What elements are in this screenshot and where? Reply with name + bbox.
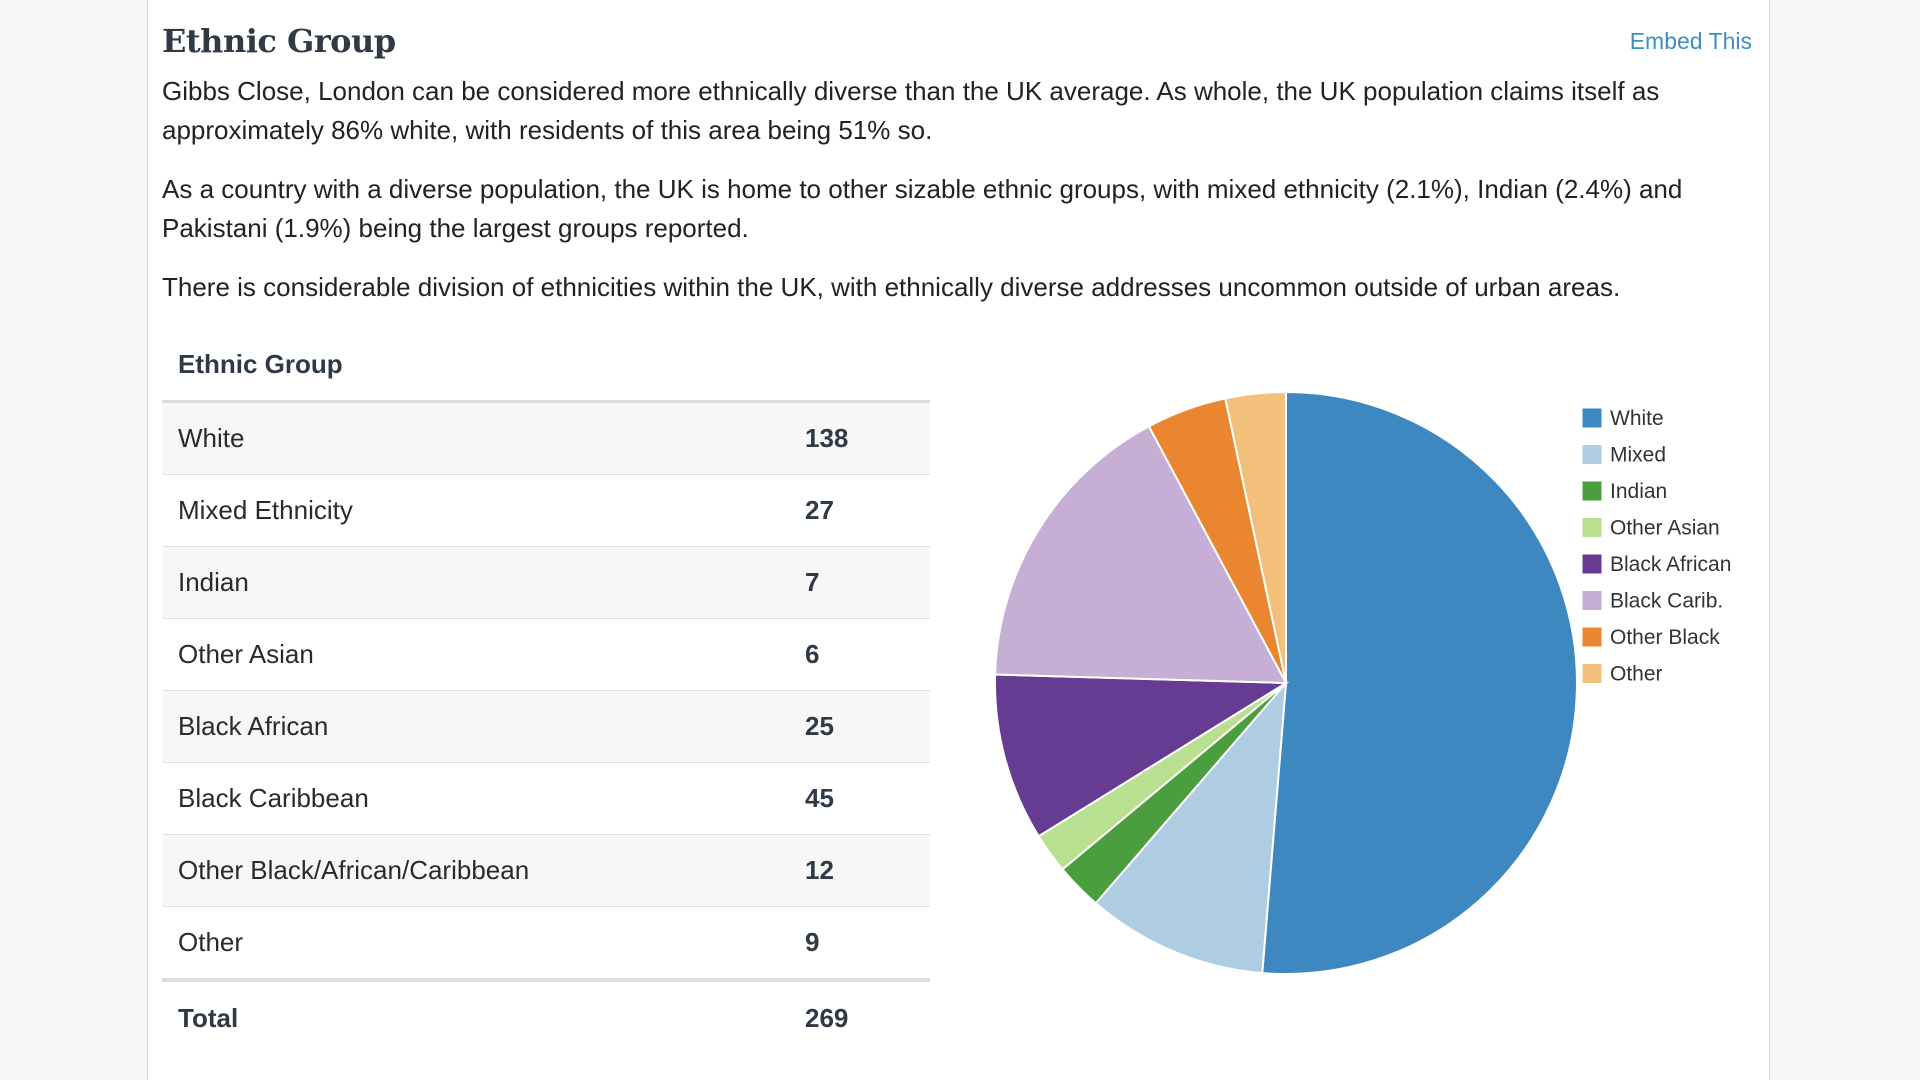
legend-swatch (1581, 517, 1603, 538)
legend-item: Other (1581, 663, 1663, 686)
table-row: Black African 25 (162, 691, 930, 763)
row-label: White (178, 423, 245, 453)
legend-swatch (1581, 444, 1603, 465)
row-value: 6 (805, 639, 820, 669)
row-label: Other Asian (178, 639, 314, 669)
legend-swatch (1581, 663, 1603, 684)
pie-slice-mixed (1094, 680, 1288, 975)
legend-label: Black African (1610, 553, 1731, 576)
legend-item: Black Carib. (1581, 590, 1723, 613)
table-row: Other 9 (162, 907, 930, 979)
embed-this-link[interactable]: Embed This (1629, 28, 1752, 54)
table-row: Mixed Ethnicity 27 (162, 475, 930, 547)
legend-label: Other (1610, 663, 1663, 686)
legend-label: White (1610, 407, 1664, 430)
row-label: Other Black/African/Caribbean (178, 855, 530, 885)
pie-slice-black-carib (994, 424, 1288, 685)
row-value: 138 (805, 423, 849, 453)
intro-paragraph: As a country with a diverse population, … (162, 174, 1683, 243)
table-row: Black Caribbean 45 (162, 763, 930, 835)
row-value: 27 (805, 495, 834, 525)
table-row: Indian 7 (162, 547, 930, 619)
row-label: Black African (178, 711, 329, 741)
legend-label: Black Carib. (1610, 590, 1723, 613)
row-label: Black Caribbean (178, 783, 369, 813)
legend-label: Other Asian (1610, 517, 1720, 540)
intro-text: Gibbs Close, London can be considered mo… (162, 72, 1762, 327)
legend-item: Other Black (1581, 626, 1720, 649)
total-value: 269 (805, 1002, 849, 1033)
table-row: Other Black/African/Caribbean 12 (162, 835, 930, 907)
row-value: 25 (805, 711, 834, 741)
row-value: 7 (805, 567, 820, 597)
row-label: Indian (178, 567, 249, 597)
legend-item: Other Asian (1581, 517, 1720, 540)
pie-slice-black-african (994, 673, 1290, 838)
table-row: Other Asian 6 (162, 619, 930, 691)
pie-slice-white (1261, 390, 1578, 975)
legend-item: White (1581, 407, 1664, 430)
row-value: 12 (805, 855, 834, 885)
intro-paragraph: Gibbs Close, London can be considered mo… (162, 76, 1660, 145)
legend-swatch (1581, 553, 1603, 575)
total-label: Total (178, 1002, 239, 1033)
ethnic-group-table: Ethnic Group White 138 Mixed Ethnicity 2… (162, 340, 930, 1054)
row-value: 9 (805, 927, 820, 957)
legend-label: Other Black (1610, 626, 1720, 649)
intro-paragraph: There is considerable division of ethnic… (162, 272, 1621, 302)
legend-swatch (1581, 407, 1603, 429)
legend-item: Indian (1581, 480, 1667, 503)
row-value: 45 (805, 783, 834, 813)
legend-swatch (1581, 626, 1603, 648)
legend-label: Indian (1610, 480, 1667, 503)
legend-swatch (1581, 480, 1603, 502)
legend-item: Mixed (1581, 444, 1666, 467)
legend-label: Mixed (1610, 444, 1666, 467)
section-title: Ethnic Group (162, 22, 396, 60)
ethnic-group-panel: Ethnic Group Embed This Gibbs Close, Lon… (147, 0, 1770, 1080)
pie-slice-other (1224, 390, 1287, 684)
table-header: Ethnic Group (162, 340, 930, 403)
row-label: Other (178, 927, 244, 957)
table-total-row: Total 269 (162, 979, 930, 1054)
ethnic-group-pie-chart: White Mixed Indian Other Asian Black African… (994, 390, 1731, 975)
legend-item: Black African (1581, 553, 1731, 576)
row-label: Mixed Ethnicity (178, 495, 353, 525)
table-row: White 138 (162, 403, 930, 475)
legend-swatch (1581, 590, 1603, 611)
